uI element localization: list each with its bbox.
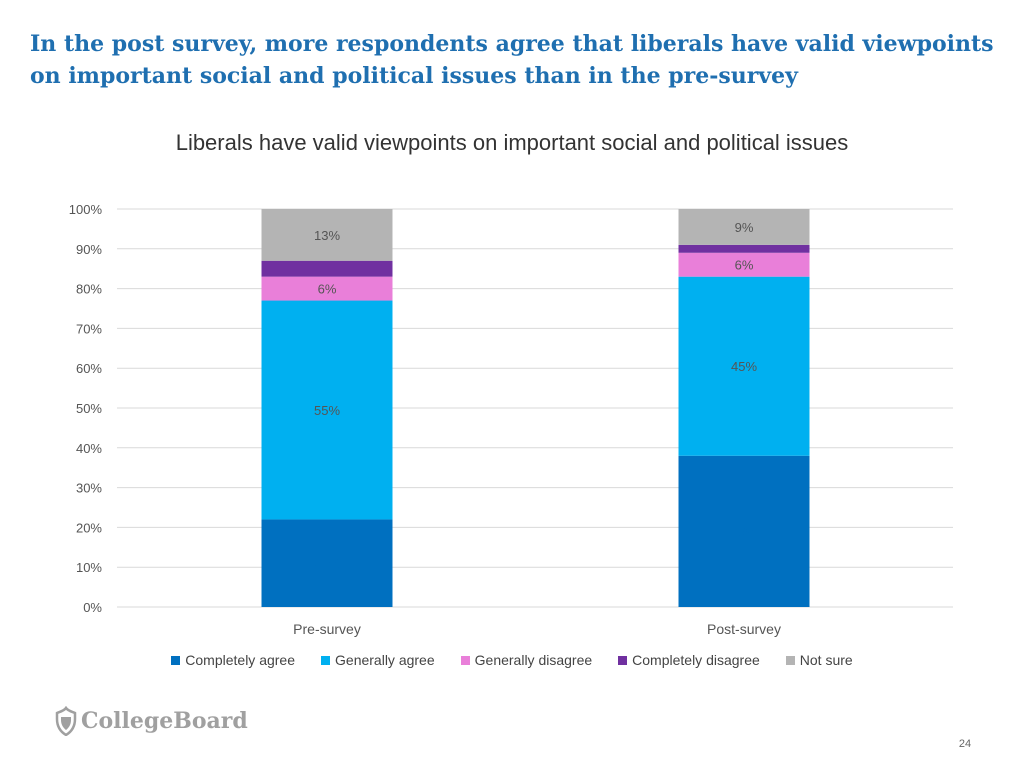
bar-segment-generally-agree	[678, 276, 810, 456]
bar-segment-completely-agree	[261, 519, 393, 607]
legend-swatch	[618, 655, 628, 665]
legend-label: Not sure	[799, 652, 853, 668]
y-tick-label: 70%	[76, 321, 102, 336]
legend-swatch	[460, 655, 470, 665]
page-number: 24	[958, 738, 972, 750]
legend-swatch	[785, 655, 795, 665]
data-label: 55%	[314, 403, 340, 418]
legend-label: Generally disagree	[474, 652, 593, 668]
data-label: 13%	[314, 228, 340, 243]
y-tick-label: 100%	[69, 202, 103, 217]
collegeboard-logo: CollegeBoard	[55, 706, 248, 736]
legend-label: Generally agree	[335, 652, 435, 668]
legend-item: Generally disagree	[460, 652, 593, 668]
bar-segment-completely-disagree	[678, 244, 810, 253]
bar-segment-generally-disagree	[678, 252, 810, 277]
legend-label: Completely disagree	[632, 652, 760, 668]
data-label: 22%	[314, 556, 340, 571]
legend-label: Completely agree	[185, 652, 296, 668]
legend-item: Completely agree	[171, 652, 295, 668]
data-label: 45%	[731, 359, 757, 374]
y-tick-label: 60%	[76, 361, 102, 376]
y-tick-label: 40%	[76, 441, 102, 456]
data-label: 38%	[731, 524, 757, 539]
chart-legend: Completely agree Generally agree Generally…	[0, 652, 1024, 668]
y-tick-label: 90%	[76, 242, 102, 257]
data-label: 6%	[735, 258, 754, 273]
y-tick-label: 80%	[76, 282, 102, 297]
bar-segment-not-sure	[678, 209, 810, 245]
y-tick-label: 20%	[76, 520, 102, 535]
y-tick-label: 10%	[76, 560, 102, 575]
legend-swatch	[321, 655, 331, 665]
x-category-label: Pre-survey	[293, 621, 361, 637]
bar-segment-completely-agree	[678, 455, 810, 607]
bar-segment-generally-disagree	[261, 276, 393, 301]
y-tick-label: 30%	[76, 481, 102, 496]
y-tick-label: 50%	[76, 401, 102, 416]
legend-item: Completely disagree	[618, 652, 760, 668]
legend-item: Not sure	[785, 652, 853, 668]
logo-wordmark: CollegeBoard	[81, 708, 248, 734]
legend-swatch	[171, 655, 181, 665]
slide-title: In the post survey, more respondents agr…	[30, 31, 994, 89]
bar-segment-not-sure	[261, 209, 393, 261]
bar-segment-completely-disagree	[261, 260, 393, 277]
bar-segment-generally-agree	[261, 300, 393, 520]
x-category-label: Post-survey	[707, 621, 781, 637]
chart-title: Liberals have valid viewpoints on import…	[175, 130, 849, 155]
legend-item: Generally agree	[321, 652, 435, 668]
acorn-logo-icon	[55, 706, 77, 736]
data-label: 9%	[735, 220, 754, 235]
y-tick-label: 0%	[83, 600, 102, 615]
data-label: 6%	[318, 282, 337, 297]
